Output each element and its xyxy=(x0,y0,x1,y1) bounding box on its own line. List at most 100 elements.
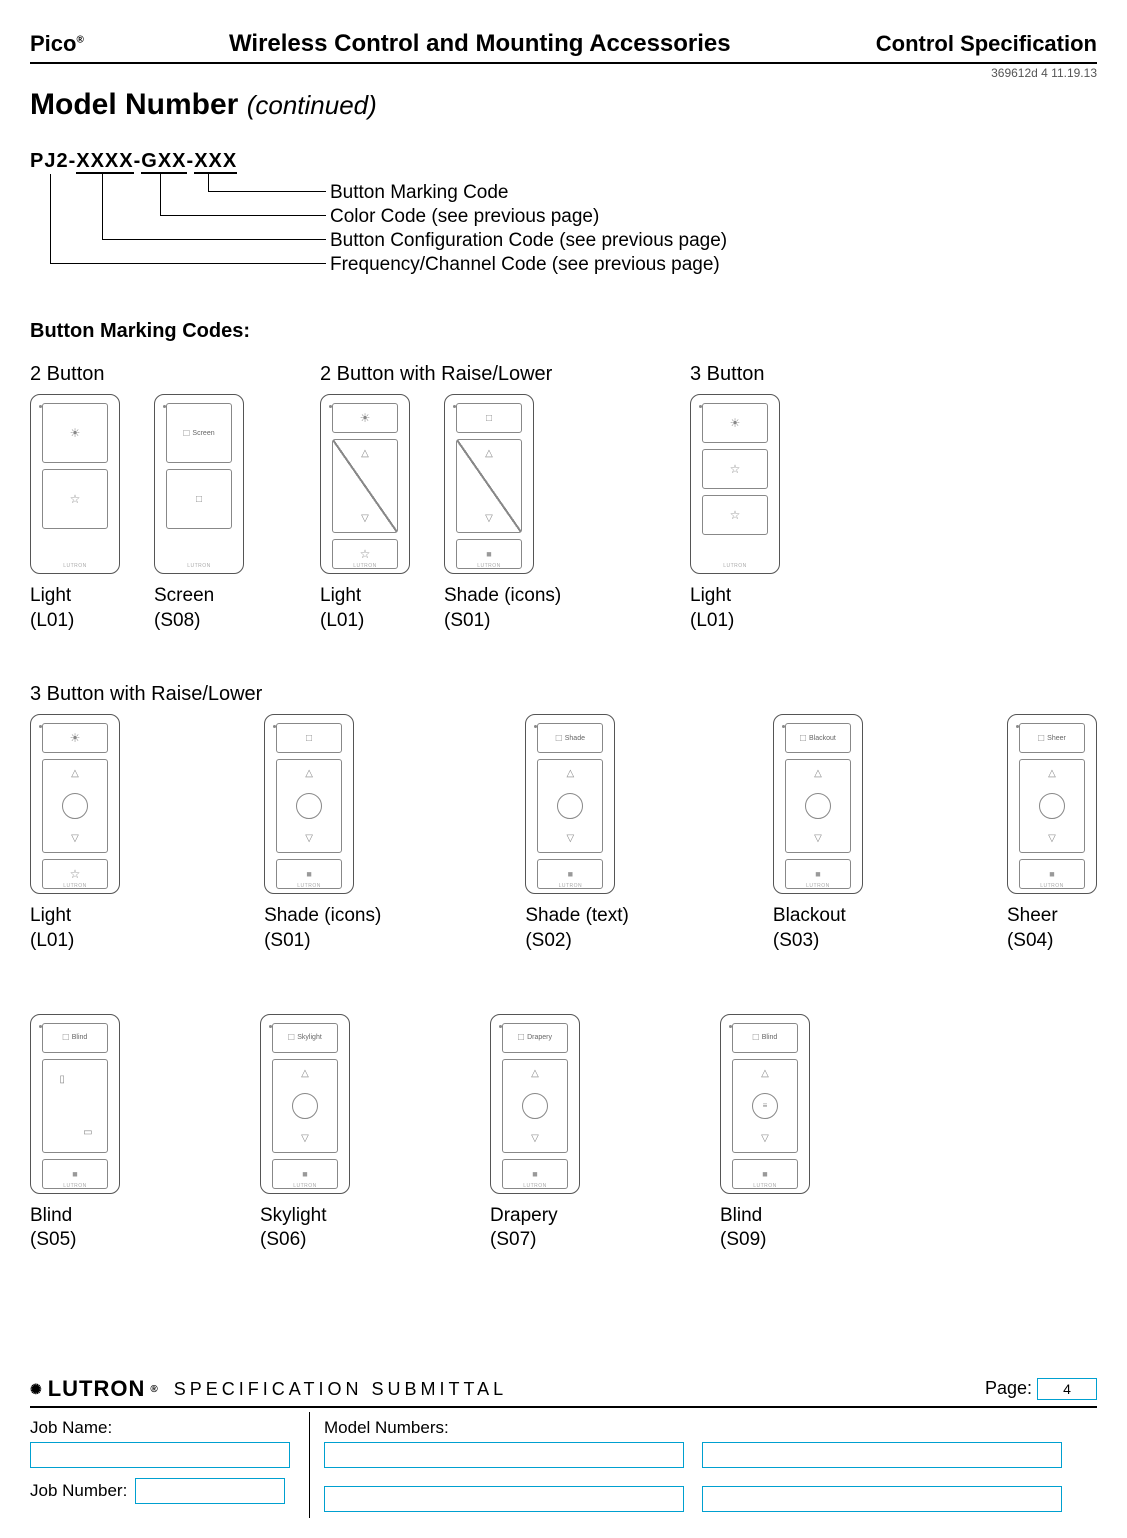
square-icon xyxy=(556,733,562,744)
square-icon xyxy=(288,1032,294,1043)
model-number-line: PJ2-XXXX-GXX-XXX xyxy=(30,150,1097,173)
job-number-label: Job Number: xyxy=(30,1481,127,1501)
bulb-icon xyxy=(730,462,741,476)
label-name: Sheer xyxy=(1007,905,1058,926)
raise-icon: △ xyxy=(814,768,822,779)
footer-band: ✺ LUTRON® SPECIFICATION SUBMITTAL Page: … xyxy=(30,1376,1097,1518)
remote-3brl-light: △ ▽ LUTRON Light (L01) xyxy=(30,714,120,953)
square-solid-icon xyxy=(532,1169,537,1179)
square-icon xyxy=(753,1032,759,1043)
label-name: Light xyxy=(30,585,71,606)
square-solid-icon xyxy=(486,549,491,559)
remote-brand: LUTRON xyxy=(63,1183,87,1189)
button-off xyxy=(42,469,108,529)
remote-label: Shade (icons) (S01) xyxy=(444,584,561,633)
label-code: (L01) xyxy=(690,610,734,631)
label-code: (S04) xyxy=(1007,930,1053,951)
remote-label: Blackout (S03) xyxy=(773,904,863,953)
page-label: Page: xyxy=(985,1378,1032,1398)
remote-brand: LUTRON xyxy=(63,883,87,889)
bulb-off-icon xyxy=(360,547,371,561)
model-inputs xyxy=(324,1442,1097,1512)
footer-right: Model Numbers: xyxy=(310,1412,1097,1518)
remote-body: Blind △ ≡ ▽ LUTRON xyxy=(720,1014,810,1194)
job-name-input[interactable] xyxy=(30,1442,290,1468)
model-numbers-label: Model Numbers: xyxy=(324,1418,1097,1438)
lower-icon: ▽ xyxy=(485,513,493,524)
preset-circle-icon xyxy=(805,793,831,819)
model-input-1[interactable] xyxy=(324,1442,684,1468)
callout-text-4: Frequency/Channel Code (see previous pag… xyxy=(330,254,720,276)
bulb-on-icon xyxy=(70,426,81,440)
tilt-open-icon: ▯ xyxy=(59,1074,65,1085)
label-name: Shade (text) xyxy=(525,905,629,926)
lower-icon: ▽ xyxy=(301,1133,309,1144)
button-on xyxy=(42,403,108,463)
remote-brand: LUTRON xyxy=(723,563,747,569)
square-icon xyxy=(800,733,806,744)
lutron-logo: ✺ LUTRON® SPECIFICATION SUBMITTAL xyxy=(30,1376,507,1402)
remote-label: Shade (text) (S02) xyxy=(525,904,629,953)
remote-label: Light (L01) xyxy=(690,584,780,633)
preset-circle-icon xyxy=(557,793,583,819)
button-open xyxy=(276,723,342,753)
label-name: Light xyxy=(320,585,361,606)
raise-icon: △ xyxy=(305,768,313,779)
title-continued: (continued) xyxy=(247,90,377,120)
lower-icon: ▽ xyxy=(1048,833,1056,844)
label-code: (S08) xyxy=(154,610,200,631)
label-name: Screen xyxy=(154,585,214,606)
bulb-off-icon xyxy=(730,508,741,522)
label-code: (S01) xyxy=(264,930,310,951)
footer-top: ✺ LUTRON® SPECIFICATION SUBMITTAL Page: xyxy=(30,1376,1097,1408)
remotes-2b: LUTRON Light (L01) Screen LUTRON Screen … xyxy=(30,394,280,633)
label-code: (S01) xyxy=(444,610,490,631)
led-icon xyxy=(729,1025,732,1028)
raise-icon: △ xyxy=(361,448,369,459)
remote-label: Drapery (S07) xyxy=(490,1204,580,1253)
square-solid-icon xyxy=(1049,869,1054,879)
button-on xyxy=(332,403,398,433)
model-input-2[interactable] xyxy=(702,1442,1062,1468)
callout-text-1: Button Marking Code xyxy=(330,182,509,204)
job-number-row: Job Number: xyxy=(30,1478,299,1504)
raise-lower-block: △ ▽ xyxy=(276,759,342,853)
group-2button: 2 Button LUTRON Light (L01) Scr xyxy=(30,349,280,633)
remote-label: Skylight (S06) xyxy=(260,1204,350,1253)
remote-brand: LUTRON xyxy=(523,1183,547,1189)
lower-icon: ▽ xyxy=(361,513,369,524)
lower-icon: ▽ xyxy=(531,1133,539,1144)
label-code: (S05) xyxy=(30,1229,76,1250)
job-number-input[interactable] xyxy=(135,1478,285,1504)
bulb-off-icon xyxy=(70,867,81,881)
model-input-4[interactable] xyxy=(702,1486,1062,1512)
remote-3brl-drapery: Drapery △ ▽ LUTRON Drapery (S07) xyxy=(490,1014,580,1253)
square-icon xyxy=(183,428,189,439)
group-2button-heading: 2 Button xyxy=(30,363,280,386)
page-input[interactable] xyxy=(1037,1378,1097,1400)
remote-brand: LUTRON xyxy=(293,1183,317,1189)
led-icon xyxy=(699,405,702,408)
page-title: Model Number (continued) xyxy=(30,88,1097,122)
button-open: Blind xyxy=(732,1023,798,1053)
row-3brl-1: △ ▽ LUTRON Light (L01) △ ▽ LUTRON Shade xyxy=(30,714,1097,953)
remote-label: Screen (S08) xyxy=(154,584,244,633)
label-code: (L01) xyxy=(30,610,74,631)
led-icon xyxy=(269,1025,272,1028)
remote-brand: LUTRON xyxy=(353,563,377,569)
remote-label: Shade (icons) (S01) xyxy=(264,904,381,953)
label-name: Light xyxy=(30,905,71,926)
preset-circle-icon xyxy=(522,1093,548,1119)
remote-label: Light (L01) xyxy=(30,904,120,953)
remote-body: Blind ▯ ▭ LUTRON xyxy=(30,1014,120,1194)
button-open xyxy=(456,403,522,433)
raise-lower-block: △ ▽ xyxy=(456,439,522,533)
model-input-3[interactable] xyxy=(324,1486,684,1512)
header-spec: Control Specification xyxy=(876,31,1097,57)
remote-brand: LUTRON xyxy=(753,1183,777,1189)
button-open: Shade xyxy=(537,723,603,753)
preset-circle-icon xyxy=(296,793,322,819)
preset-circle-icon xyxy=(62,793,88,819)
remote-3brl-blackout: Blackout △ ▽ LUTRON Blackout (S03) xyxy=(773,714,863,953)
footer-left: Job Name: Job Number: xyxy=(30,1412,310,1518)
